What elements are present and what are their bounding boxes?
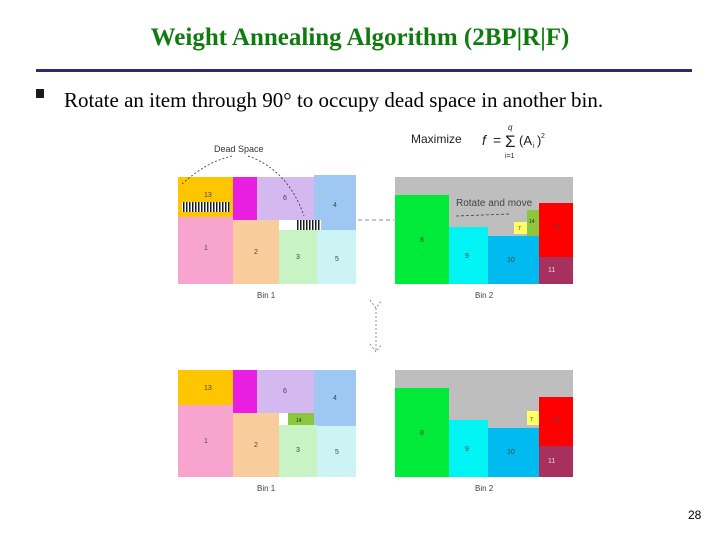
label-3: 3: [296, 254, 300, 261]
label-5: 5: [335, 449, 339, 456]
objective-formula: Maximize f = Σ q i=1 (A i ) 2: [411, 123, 545, 160]
dead-space-arrow-left: [181, 155, 233, 185]
item-5: [317, 230, 356, 284]
formula-term: (A: [519, 133, 532, 148]
rotate-label: Rotate and move: [456, 198, 533, 209]
formula-sup: 2: [541, 133, 545, 140]
dead-space-label: Dead Space: [214, 144, 264, 154]
label-6: 6: [283, 195, 287, 202]
item-3: [279, 425, 317, 477]
bin1-before-label: Bin 1: [257, 291, 276, 300]
slide-title: Weight Annealing Algorithm (2BP|R|F): [150, 24, 570, 51]
item-magenta: [233, 370, 257, 413]
item-5: [317, 426, 356, 477]
item-6: [257, 177, 314, 220]
label-12: 12: [554, 224, 561, 230]
bin2-before-label: Bin 2: [475, 291, 494, 300]
label-1: 1: [204, 438, 208, 445]
label-11: 11: [548, 458, 555, 465]
item-10: [488, 428, 539, 477]
bin2-before: 8 9 10 11 12 14 7 Rotate and move Bin 2: [395, 177, 573, 300]
item-1: [178, 405, 233, 477]
item-7: [514, 222, 527, 234]
bin2-after: 8 9 10 11 12 7 Bin 2: [395, 370, 573, 493]
item-8: [395, 388, 449, 477]
item-11: [539, 257, 573, 284]
bin2-after-label: Bin 2: [475, 484, 494, 493]
label-14: 14: [529, 219, 535, 225]
item-10: [488, 236, 539, 284]
bin1-after: 13 6 4 14 1 2 3 5 Bin 1: [178, 370, 356, 493]
label-8: 8: [420, 237, 424, 244]
item-8: [395, 195, 449, 284]
label-1: 1: [204, 245, 208, 252]
label-11: 11: [548, 267, 555, 274]
label-10: 10: [507, 449, 515, 456]
page-number: 28: [688, 508, 702, 522]
title-divider: [36, 69, 692, 72]
formula-close: ): [537, 133, 541, 148]
label-5: 5: [335, 256, 339, 263]
item-6: [257, 370, 314, 413]
label-2: 2: [254, 249, 258, 256]
dead-space-a: [182, 202, 230, 212]
formula-eq: =: [493, 132, 501, 148]
item-4: [314, 370, 356, 426]
rotate-arrow: [455, 213, 511, 217]
label-8: 8: [420, 430, 424, 437]
item-9: [449, 227, 488, 284]
formula-lower: i=1: [505, 153, 515, 160]
label-12: 12: [554, 418, 561, 424]
label-4: 4: [333, 202, 337, 209]
item-2: [233, 413, 279, 477]
label-3: 3: [296, 447, 300, 454]
item-12: [539, 397, 573, 446]
item-12: [539, 203, 573, 257]
item-3: [279, 230, 317, 284]
item-7: [527, 411, 539, 425]
item-14: [288, 413, 314, 425]
item-9: [449, 420, 488, 477]
label-9: 9: [465, 253, 469, 260]
label-13: 13: [204, 385, 212, 392]
bin1-after-label: Bin 1: [257, 484, 276, 493]
item-2: [233, 220, 279, 284]
item-11: [539, 446, 573, 477]
item-1: [178, 217, 233, 284]
label-2: 2: [254, 442, 258, 449]
square-bullet-icon: [36, 89, 44, 98]
bin1-before: 13 6 4 1 2 3 5 Bin 1 Dead Space: [178, 144, 356, 300]
item-magenta: [233, 177, 257, 220]
formula-sum: Σ: [505, 132, 516, 151]
bullet-text: Rotate an item through 90° to occupy dea…: [64, 88, 604, 112]
label-14: 14: [296, 418, 302, 424]
label-10: 10: [507, 257, 515, 264]
label-7: 7: [518, 226, 521, 232]
formula-prefix: Maximize: [411, 132, 462, 146]
label-7: 7: [530, 417, 533, 423]
formula-f: f: [482, 132, 488, 148]
dead-space-b: [296, 220, 321, 230]
label-13: 13: [204, 192, 212, 199]
label-4: 4: [333, 395, 337, 402]
transition-arrow-icon: [369, 299, 383, 353]
dead-space-arrow-right: [247, 155, 305, 217]
item-14: [527, 210, 539, 236]
label-6: 6: [283, 388, 287, 395]
formula-upper: q: [508, 123, 513, 132]
item-13: [178, 370, 233, 405]
label-9: 9: [465, 446, 469, 453]
formula-sub: i: [533, 143, 535, 150]
